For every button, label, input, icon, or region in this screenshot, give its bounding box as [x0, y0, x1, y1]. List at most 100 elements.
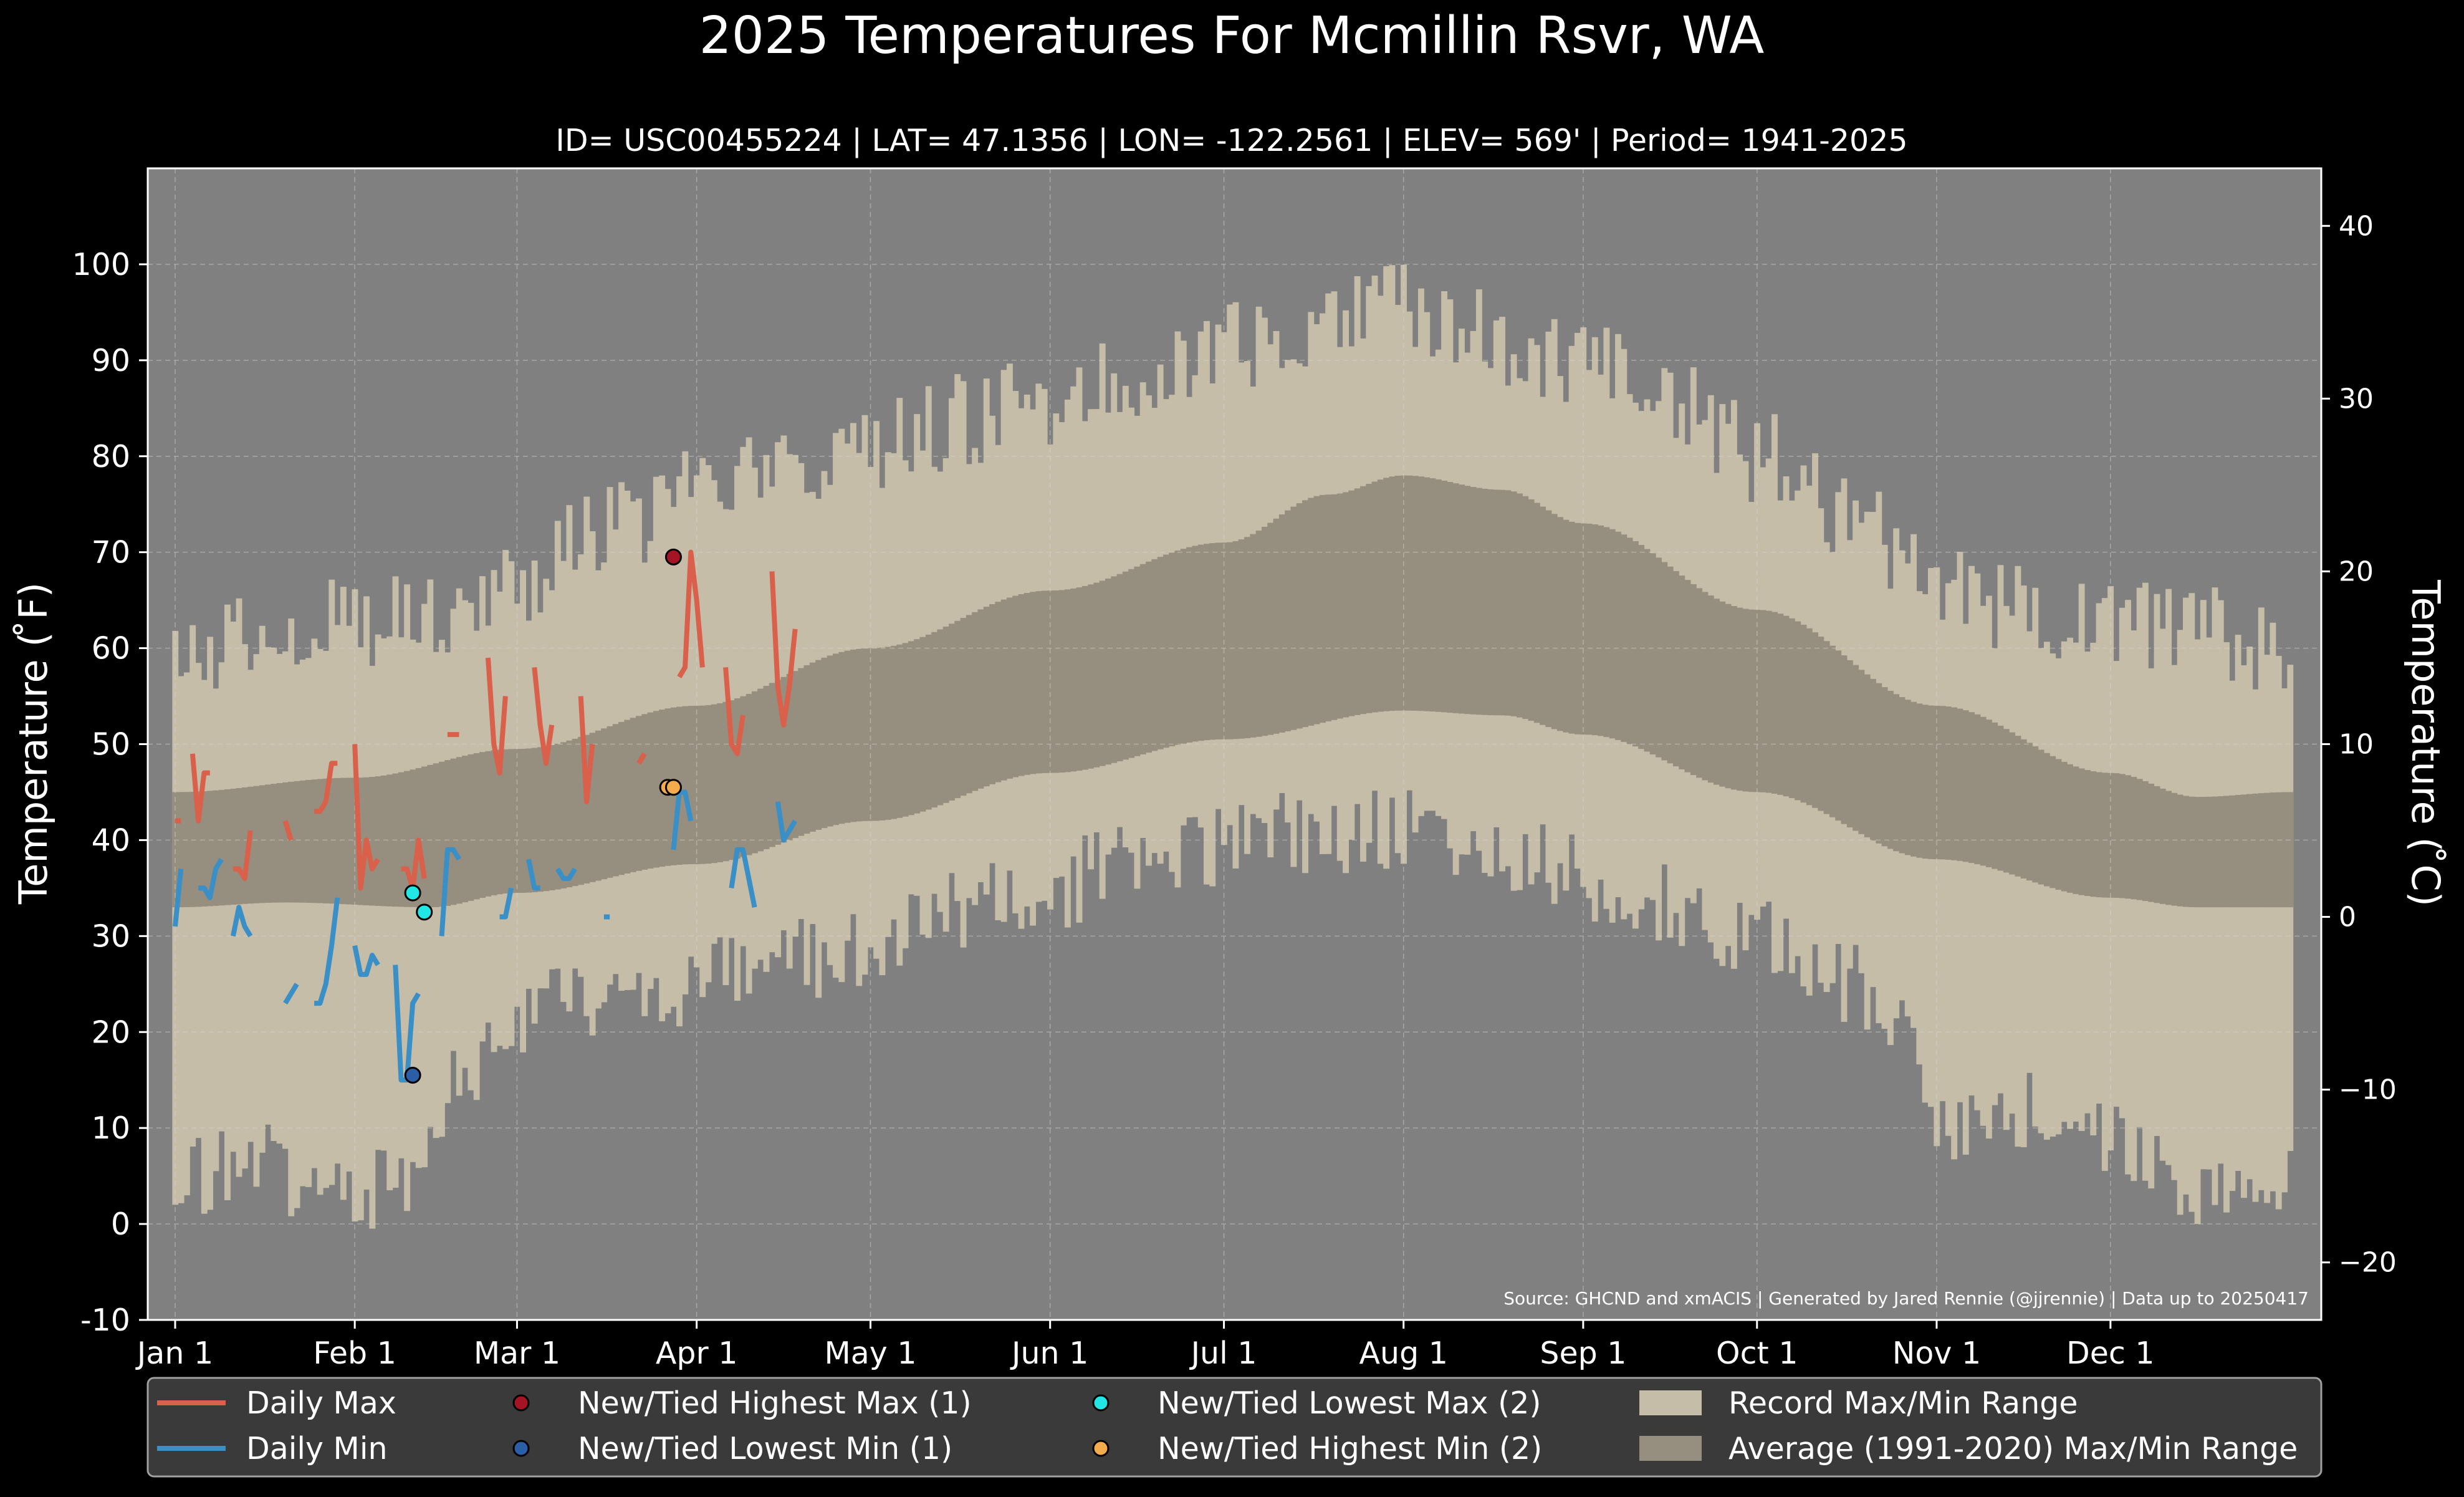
- normal-range-bar: [977, 609, 984, 789]
- normal-range-bar: [1644, 549, 1651, 752]
- normal-range-bar: [867, 648, 874, 821]
- normal-range-bar: [1945, 706, 1952, 860]
- normal-range-bar: [856, 648, 863, 822]
- normal-range-bar: [1626, 537, 1633, 744]
- record-range-bar: [2252, 689, 2259, 1202]
- record-range-bar: [1992, 648, 1998, 1105]
- normal-range-bar: [2055, 759, 2062, 890]
- daily-max-line-segment: [232, 830, 253, 881]
- y-axis-left-ticks: -10 0 10 20 30 40 50 60 70 80 90 100: [72, 247, 148, 1338]
- normal-range-bar: [1267, 522, 1274, 735]
- normal-range-bar: [549, 744, 555, 890]
- record-range-bar: [2194, 639, 2201, 1225]
- normal-range-bar: [2038, 749, 2045, 885]
- normal-range-bar: [1493, 489, 1500, 716]
- normal-range-bar: [1853, 665, 1859, 831]
- normal-range-bar: [618, 721, 625, 875]
- normal-range-bar: [1916, 703, 1923, 858]
- normal-range-bar: [566, 740, 573, 888]
- normal-range-bar: [323, 778, 329, 903]
- normal-range-bar: [189, 791, 196, 907]
- legend-patch-swatch: [1639, 1436, 1702, 1461]
- normal-range-bar: [809, 662, 816, 832]
- normal-range-bar: [520, 749, 527, 893]
- normal-range-bar: [1192, 546, 1199, 742]
- record-points: [404, 548, 682, 1084]
- normal-range-bar: [954, 620, 961, 799]
- normal-range-bar: [317, 779, 324, 903]
- daily-min-line-segment: [775, 801, 798, 843]
- x-tick-label: Feb 1: [313, 1336, 396, 1371]
- normal-range-bar: [2043, 753, 2050, 887]
- normal-range-bar: [218, 789, 225, 906]
- y-tick-label: 70: [92, 535, 130, 570]
- normal-range-bar: [1030, 592, 1037, 774]
- normal-range-bar: [1116, 574, 1123, 762]
- record-range-bar: [1962, 623, 1969, 1155]
- normal-range-bar: [381, 775, 387, 907]
- normal-range-bar: [1533, 503, 1540, 723]
- normal-range-bar: [1139, 564, 1146, 754]
- plot-area: Source: GHCND and xmACIS | Generated by …: [72, 167, 2397, 1371]
- normal-range-bar: [1475, 488, 1482, 715]
- normal-range-bar: [989, 604, 995, 784]
- normal-range-bar: [1238, 539, 1245, 739]
- normal-range-bar: [1858, 670, 1865, 834]
- normal-range-bar: [1656, 557, 1662, 758]
- normal-range-bar: [2281, 792, 2288, 908]
- normal-range-bar: [1696, 588, 1703, 778]
- normal-range-bar: [1609, 529, 1616, 739]
- y-right-tick-label: 10: [2339, 729, 2374, 761]
- normal-range-bar: [1730, 606, 1737, 790]
- normal-range-bar: [884, 647, 891, 820]
- normal-range-bar: [213, 790, 219, 906]
- record-range-bar: [201, 680, 208, 1214]
- record-range-bar: [2131, 630, 2137, 1182]
- normal-range-bar: [1377, 479, 1384, 712]
- normal-range-bar: [2061, 761, 2068, 892]
- normal-range-bar: [949, 623, 955, 801]
- normal-range-bar: [1632, 541, 1639, 747]
- normal-range-bar: [2194, 797, 2201, 908]
- normal-range-bar: [236, 787, 242, 905]
- normal-range-bar: [1389, 476, 1396, 711]
- normal-range-bar: [1672, 570, 1679, 767]
- daily-min-line-segment: [314, 897, 340, 1006]
- normal-range-bar: [1788, 618, 1795, 799]
- normal-range-bar: [1580, 523, 1587, 735]
- normal-range-bar: [1765, 610, 1772, 793]
- normal-range-bar: [1957, 708, 1963, 861]
- y-right-tick-label: 0: [2339, 902, 2356, 933]
- record-point: [664, 548, 682, 566]
- normal-range-bar: [861, 648, 868, 821]
- normal-range-bar: [404, 771, 411, 907]
- normal-range-bar: [937, 629, 944, 806]
- normal-range-bar: [1261, 526, 1268, 736]
- normal-range-bar: [2212, 796, 2218, 908]
- normal-range-bar: [1319, 494, 1326, 723]
- normal-range-bar: [734, 698, 741, 859]
- normal-range-bar: [919, 637, 926, 812]
- normal-range-bar: [1771, 612, 1778, 794]
- record-range-bar: [207, 637, 214, 1210]
- normal-range-bar: [195, 791, 202, 907]
- normal-range-bar: [294, 781, 300, 903]
- normal-range-bar: [972, 612, 979, 791]
- normal-range-bar: [1748, 609, 1755, 792]
- normal-range-bar: [682, 706, 689, 865]
- normal-range-bar: [1557, 517, 1563, 731]
- daily-min-line-segment: [173, 869, 184, 927]
- normal-range-bar: [1169, 552, 1176, 746]
- normal-range-bar: [1111, 576, 1118, 763]
- record-range-bar: [2171, 665, 2178, 1180]
- normal-range-bar: [583, 734, 590, 884]
- normal-range-bar: [1278, 514, 1285, 733]
- normal-range-bar: [1615, 531, 1621, 740]
- normal-range-bar: [2113, 773, 2120, 898]
- normal-range-bar: [1255, 531, 1262, 737]
- normal-range-bar: [183, 792, 190, 907]
- normal-range-bar: [803, 665, 810, 834]
- normal-range-bar: [276, 783, 283, 903]
- normal-range-bar: [2142, 781, 2149, 902]
- normal-range-bar: [827, 655, 833, 827]
